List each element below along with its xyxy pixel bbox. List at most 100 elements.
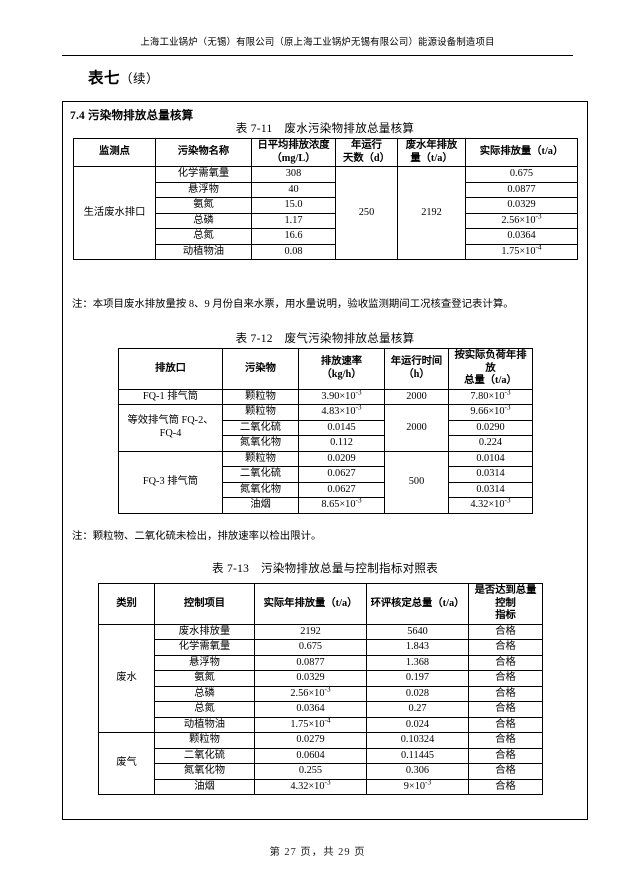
table-row: 总磷 2.56×10-3 0.028 合格 — [99, 685, 543, 702]
table-7-11-col-1: 污染物名称 — [155, 138, 252, 167]
operating-hours-cell: 2000 — [384, 388, 449, 405]
table-7-13-col-1: 控制项目 — [154, 583, 255, 625]
page-title: 表七（续） — [88, 66, 159, 88]
emission-rate-cell: 0.0627 — [298, 481, 385, 498]
control-item-cell: 颗粒物 — [154, 732, 255, 749]
compliance-status-cell: 合格 — [468, 763, 543, 780]
actual-annual-cell: 2192 — [254, 623, 367, 640]
approved-total-cell: 0.024 — [366, 716, 469, 733]
emission-rate-cell: 4.83×10-3 — [298, 403, 385, 421]
actual-annual-cell: 0.0604 — [254, 747, 367, 764]
table-row: FQ-3 排气筒 颗粒物 0.0209 500 0.0104 — [118, 450, 533, 514]
pollutant-name-cell: 颗粒物 — [222, 450, 299, 467]
table-row: 总氮 0.0364 0.27 合格 — [99, 701, 543, 718]
outlet-cell: 等效排气筒 FQ-2、 FQ-4 — [118, 404, 223, 452]
table-row: 等效排气筒 FQ-2、 FQ-4 颗粒物 4.83×10-3 2000 9.66×10-3 — [118, 403, 533, 452]
pollutant-name-cell: 氮氧化物 — [222, 435, 299, 452]
table-row: 氮氧化物 0.255 0.306 合格 — [99, 763, 543, 780]
pollutant-name-cell: 氨氮 — [155, 197, 252, 214]
pollutant-name-cell: 悬浮物 — [155, 181, 252, 198]
table-7-11-note: 注：本项目废水排放量按 8、9 月份自来水票，用水量说明，验收监测期间工况核查登… — [72, 299, 514, 310]
pollutant-name-cell: 油烟 — [222, 497, 299, 514]
header-divider-rule — [62, 55, 573, 56]
operating-hours-cell: 2000 — [384, 404, 449, 452]
table-7-12-col-2: 排放速率 （kg/h） — [298, 348, 385, 390]
emission-rate-cell: 0.0209 — [298, 450, 385, 467]
compliance-status-cell: 合格 — [468, 701, 543, 718]
control-item-cell: 总磷 — [154, 685, 255, 702]
table-7-13-col-0: 类别 — [98, 583, 155, 625]
emission-rate-cell: 0.0145 — [298, 419, 385, 436]
table-7-13-col-3: 环评核定总量（t/a） — [366, 583, 469, 625]
table-row: 悬浮物 0.0877 1.368 合格 — [99, 654, 543, 671]
compliance-status-cell: 合格 — [468, 778, 543, 795]
compliance-status-cell: 合格 — [468, 623, 543, 640]
actual-annual-cell: 4.32×10-3 — [254, 778, 367, 795]
table-7-13-col-2: 实际年排放量（t/a） — [254, 583, 367, 625]
outlet-cell: FQ-3 排气筒 — [118, 450, 223, 514]
control-item-cell: 二氧化硫 — [154, 747, 255, 764]
pollutant-name-cell: 颗粒物 — [222, 404, 299, 421]
compliance-status-cell: 合格 — [468, 639, 543, 656]
approved-total-cell: 5640 — [366, 623, 469, 640]
table-7-12: 排放口 污染物 排放速率 （kg/h） 年运行时间 （h） 按实际负荷年排放 总量（t/a） … — [118, 348, 533, 514]
table-row: 氨氮 0.0329 0.197 合格 — [99, 670, 543, 687]
actual-discharge-cell: 1.75×10-4 — [465, 243, 578, 260]
table-7-11-col-0: 监测点 — [73, 138, 156, 167]
table-7-12-col-1: 污染物 — [222, 348, 299, 390]
table-7-11-col-2: 日平均排放浓度 （mg/L） — [251, 138, 336, 167]
table-row: FQ-1 排气筒 颗粒物 3.90×10-3 2000 7.80×10-3 — [118, 388, 533, 405]
annual-total-cell: 0.0290 — [448, 419, 533, 436]
pollutant-name-cell: 化学需氧量 — [155, 166, 252, 183]
control-item-cell: 油烟 — [154, 778, 255, 795]
actual-annual-cell: 1.75×10-4 — [254, 716, 367, 733]
compliance-status-cell: 合格 — [468, 654, 543, 671]
emission-rate-cell: 3.90×10-3 — [298, 388, 385, 405]
control-item-cell: 废水排放量 — [154, 623, 255, 640]
control-item-cell: 总氮 — [154, 701, 255, 718]
annual-total-cell: 0.0314 — [448, 466, 533, 483]
pollutant-name-cell: 颗粒物 — [222, 388, 299, 405]
table-7-12-col-3: 年运行时间 （h） — [384, 348, 449, 390]
pollutant-name-cell: 氮氧化物 — [222, 481, 299, 498]
table-7-11-header-row: 监测点 污染物名称 日平均排放浓度 （mg/L） 年运行 天数（d） 废水年排放 量（t/a）… — [73, 138, 578, 167]
table-7-12-col-0: 排放口 — [118, 348, 223, 390]
concentration-cell: 1.17 — [251, 212, 336, 229]
table-7-13-body: 废水 废水排放量 2192 5640 合格 化学需氧量 0.675 1.843 合格 悬浮物 0.0… — [98, 623, 543, 795]
control-item-cell: 动植物油 — [154, 716, 255, 733]
annual-discharge-cell: 2192 — [397, 166, 466, 260]
actual-annual-cell: 0.255 — [254, 763, 367, 780]
table-7-13: 类别 控制项目 实际年排放量（t/a） 环评核定总量（t/a） 是否达到总量控制 指标 废… — [98, 583, 543, 795]
outlet-cell: FQ-1 排气筒 — [118, 388, 223, 405]
annual-total-cell: 4.32×10-3 — [448, 496, 533, 514]
table-7-12-caption: 表 7-12 废气污染物排放总量核算 — [235, 333, 415, 345]
actual-discharge-cell: 0.675 — [465, 166, 578, 183]
actual-discharge-cell: 2.56×10-3 — [465, 212, 578, 229]
page-footer: 第 27 页，共 29 页 — [269, 847, 366, 858]
table-row: 油烟 8.65×10-3 4.32×10-3 — [119, 496, 533, 514]
content-frame — [62, 101, 588, 820]
category-cell: 废水 — [98, 623, 155, 733]
annual-total-cell: 0.0104 — [448, 450, 533, 467]
actual-discharge-cell: 0.0329 — [465, 197, 578, 214]
table-7-12-body: FQ-1 排气筒 颗粒物 3.90×10-3 2000 7.80×10-3 等效排气筒 F… — [118, 388, 533, 514]
table-7-12-col-4: 按实际负荷年排放 总量（t/a） — [448, 348, 533, 390]
emission-rate-cell: 0.112 — [298, 435, 385, 452]
concentration-cell: 16.6 — [251, 228, 336, 245]
table-7-11: 监测点 污染物名称 日平均排放浓度 （mg/L） 年运行 天数（d） 废水年排放 量（t/a）… — [73, 138, 578, 260]
concentration-cell: 308 — [251, 166, 336, 183]
control-item-cell: 氮氧化物 — [154, 763, 255, 780]
actual-annual-cell: 2.56×10-3 — [254, 685, 367, 702]
compliance-status-cell: 合格 — [468, 716, 543, 733]
compliance-status-cell: 合格 — [468, 685, 543, 702]
control-item-cell: 氨氮 — [154, 670, 255, 687]
approved-total-cell: 0.27 — [366, 701, 469, 718]
table-7-11-caption: 表 7-11 废水污染物排放总量核算 — [235, 123, 415, 135]
concentration-cell: 0.08 — [251, 243, 336, 260]
table-row: 动植物油 1.75×10-4 0.024 合格 — [99, 716, 543, 733]
table-row: 悬浮物 40 0.0877 — [74, 181, 578, 198]
table-7-11-col-5: 实际排放量（t/a） — [465, 138, 578, 167]
pollutant-name-cell: 总磷 — [155, 212, 252, 229]
actual-annual-cell: 0.0329 — [254, 670, 367, 687]
annual-total-cell: 0.224 — [448, 435, 533, 452]
